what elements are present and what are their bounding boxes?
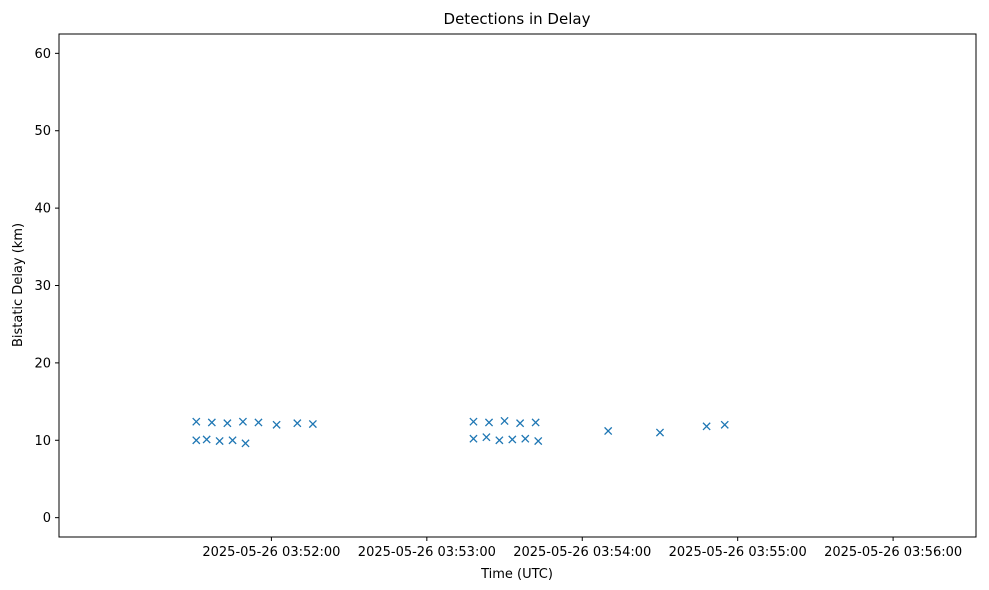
y-axis-label: Bistatic Delay (km)	[11, 223, 26, 347]
data-point	[293, 419, 302, 428]
data-point	[228, 436, 237, 445]
data-point	[469, 434, 478, 443]
data-point	[223, 419, 232, 428]
data-points	[192, 416, 729, 448]
data-point	[521, 434, 530, 443]
x-axis-label: Time (UTC)	[480, 567, 553, 582]
data-point	[604, 426, 613, 436]
y-tick-label: 10	[34, 434, 51, 449]
data-point	[469, 417, 478, 426]
y-tick-label: 30	[34, 279, 51, 294]
data-point	[720, 420, 729, 429]
y-tick-label: 20	[34, 356, 51, 371]
data-point	[482, 433, 491, 442]
data-point	[202, 435, 211, 444]
x-tick-label: 2025-05-26 03:56:00	[824, 545, 962, 560]
data-point	[655, 428, 665, 437]
data-point	[508, 435, 517, 444]
data-point	[500, 416, 509, 425]
data-point	[308, 419, 317, 429]
y-tick-label: 50	[34, 124, 51, 139]
y-axis: 0 10 20 30 40 50 60	[34, 47, 59, 526]
plot-frame	[58, 33, 977, 538]
data-point	[254, 418, 263, 427]
x-tick-label: 2025-05-26 03:54:00	[513, 545, 651, 560]
data-point	[484, 418, 494, 427]
x-tick-label: 2025-05-26 03:52:00	[202, 545, 340, 560]
data-point	[702, 422, 711, 431]
data-point	[215, 436, 224, 446]
chart-title: Detections in Delay	[444, 10, 591, 28]
y-tick-label: 40	[34, 202, 51, 217]
data-point	[516, 419, 525, 428]
x-tick-label: 2025-05-26 03:53:00	[358, 545, 496, 560]
data-point	[192, 417, 201, 426]
data-point	[272, 420, 281, 429]
data-point	[238, 417, 247, 426]
data-point	[241, 439, 250, 448]
y-tick-label: 0	[43, 511, 51, 526]
plot-area	[59, 34, 976, 537]
x-axis: 2025-05-26 03:52:00 2025-05-26 03:53:00 20…	[202, 537, 962, 560]
data-point	[192, 436, 201, 445]
data-point	[495, 436, 504, 445]
data-point	[207, 418, 216, 427]
x-tick-label: 2025-05-26 03:55:00	[669, 545, 807, 560]
y-tick-label: 60	[34, 47, 51, 62]
data-point	[534, 436, 543, 446]
data-point	[531, 418, 540, 427]
